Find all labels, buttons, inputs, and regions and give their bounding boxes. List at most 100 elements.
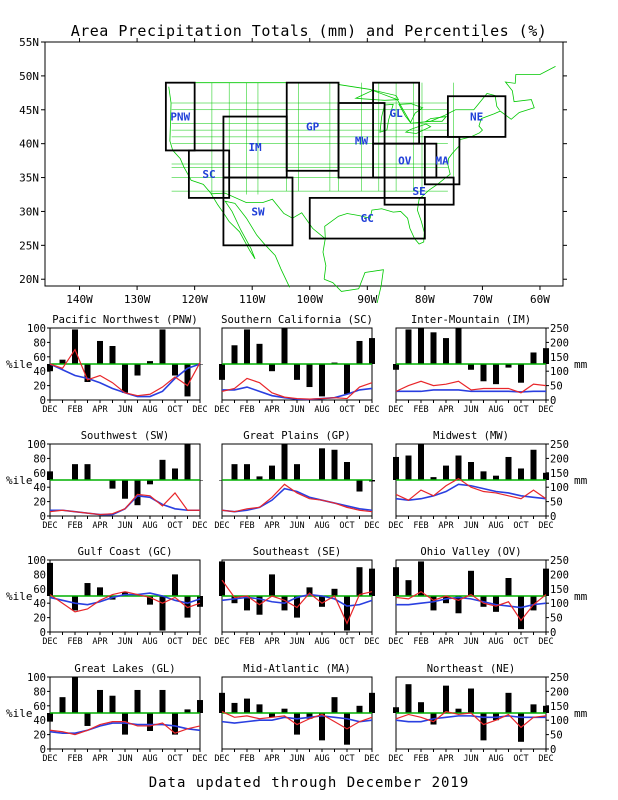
month-label: OCT xyxy=(339,637,354,647)
lon-label: 110W xyxy=(239,293,266,306)
panel-title: Mid-Atlantic (MA) xyxy=(243,663,350,675)
month-label: FEB xyxy=(239,521,254,531)
month-label: JUN xyxy=(289,521,304,531)
month-label: AUG xyxy=(488,637,503,647)
percentile-bar xyxy=(405,580,412,596)
left-tick-label: 0 xyxy=(40,395,46,407)
month-label: OCT xyxy=(167,637,182,647)
right-tick-label: 250 xyxy=(550,555,569,567)
left-tick-label: 80 xyxy=(33,337,46,349)
percentile-bar xyxy=(172,364,178,376)
panel-4: Southwest (SW)DEC FEB APR JUN AUG OCT DEC02040… xyxy=(6,430,208,531)
month-label: APR xyxy=(438,405,454,415)
panel-5: Great Plains (GP) DEC FEB APR JUN AUG OCT DEC xyxy=(214,430,379,531)
percentile-bar xyxy=(256,704,263,713)
month-label: AUG xyxy=(142,637,157,647)
region-box-mw xyxy=(337,102,386,179)
percentile-bar xyxy=(443,338,449,364)
percentile-bar xyxy=(97,587,103,596)
panel-3: Inter-Mountain (IM) DEC FEB APR JUN AUG OCT DEC… xyxy=(388,314,587,415)
page-title: Area Precipitation Totals (mm) and Perce… xyxy=(70,22,548,40)
percentile-bar xyxy=(369,338,375,364)
right-tick-label: 0 xyxy=(550,627,556,639)
region-label-ne: NE xyxy=(470,111,483,124)
month-label: JUN xyxy=(289,405,304,415)
left-tick-label: 100 xyxy=(27,439,46,451)
observed-mm-line xyxy=(395,710,547,729)
percentile-bar xyxy=(281,328,288,364)
month-label: FEB xyxy=(67,637,82,647)
normal-mm-line xyxy=(396,389,546,393)
right-tick-label: 150 xyxy=(550,584,569,596)
panel-11: Mid-Atlantic (MA) DEC FEB APR JUN AUG OCT DEC xyxy=(214,663,379,764)
panel-2: Southern California (SC) DEC FEB APR JUN AUG O… xyxy=(214,314,379,415)
percentile-bar xyxy=(418,328,424,364)
right-tick-label: 50 xyxy=(550,613,563,625)
observed-mm-line xyxy=(49,591,201,613)
percentile-bar xyxy=(306,364,313,388)
left-tick-label: 0 xyxy=(40,627,46,639)
percentile-bar xyxy=(530,596,537,611)
right-tick-label: 0 xyxy=(550,395,556,407)
percentile-bar xyxy=(219,561,225,596)
percentile-bar xyxy=(109,480,116,489)
percentile-bar xyxy=(159,689,166,713)
percentile-bar xyxy=(72,329,78,364)
percentile-bar xyxy=(393,707,399,713)
month-label: AUG xyxy=(488,405,503,415)
percentile-bar xyxy=(197,596,203,607)
panel-7: Gulf Coast (GC)DEC FEB APR JUN AUG OCT DEC0204… xyxy=(6,546,208,647)
observed-mm-line xyxy=(221,377,373,400)
observed-mm-line xyxy=(49,721,201,736)
month-label: DEC xyxy=(364,754,379,764)
great-lake-outline xyxy=(398,103,424,124)
percentile-bar xyxy=(356,480,363,492)
month-label: DEC xyxy=(42,405,57,415)
percentile-bar xyxy=(47,562,53,596)
percentile-bar xyxy=(122,480,128,499)
right-axis-label: mm xyxy=(574,474,588,487)
percentile-bar xyxy=(147,596,153,605)
month-label: DEC xyxy=(214,754,229,764)
right-tick-label: 200 xyxy=(550,337,569,349)
month-label: APR xyxy=(264,405,280,415)
percentile-bar xyxy=(294,364,300,380)
right-tick-label: 200 xyxy=(550,453,569,465)
right-tick-label: 50 xyxy=(550,381,563,393)
footer-note: Data updated through December 2019 xyxy=(148,775,470,791)
month-label: FEB xyxy=(239,405,254,415)
percentile-bar xyxy=(231,702,238,713)
canada-border xyxy=(177,82,501,124)
month-label: JUN xyxy=(117,405,132,415)
percentile-bar xyxy=(393,567,399,596)
right-tick-label: 250 xyxy=(550,439,569,451)
month-label: AUG xyxy=(488,754,503,764)
month-label: APR xyxy=(264,637,280,647)
percentile-bar xyxy=(543,568,549,596)
left-axis-label: %ile xyxy=(6,474,33,487)
left-tick-label: 0 xyxy=(40,744,46,756)
month-label: APR xyxy=(92,754,108,764)
percentile-bar xyxy=(306,713,313,719)
region-label-se: SE xyxy=(412,185,425,198)
percentile-bar xyxy=(430,596,437,611)
percentile-bar xyxy=(530,352,537,364)
percentile-bar xyxy=(47,364,53,372)
month-label: AUG xyxy=(314,637,329,647)
month-label: JUN xyxy=(117,521,132,531)
right-tick-label: 250 xyxy=(550,672,569,684)
month-label: DEC xyxy=(192,754,207,764)
region-label-sw: SW xyxy=(251,205,265,218)
percentile-bar xyxy=(47,471,53,480)
percentile-bar xyxy=(530,449,537,480)
percentile-bar xyxy=(244,596,250,611)
lat-label: 50N xyxy=(19,70,39,83)
percentile-bar xyxy=(543,348,549,364)
percentile-bar xyxy=(72,464,78,480)
right-axis-label: mm xyxy=(574,358,588,371)
panel-title: Inter-Mountain (IM) xyxy=(411,314,531,326)
lat-label: 35N xyxy=(19,172,39,185)
month-label: DEC xyxy=(42,637,57,647)
right-tick-label: 150 xyxy=(550,468,569,480)
